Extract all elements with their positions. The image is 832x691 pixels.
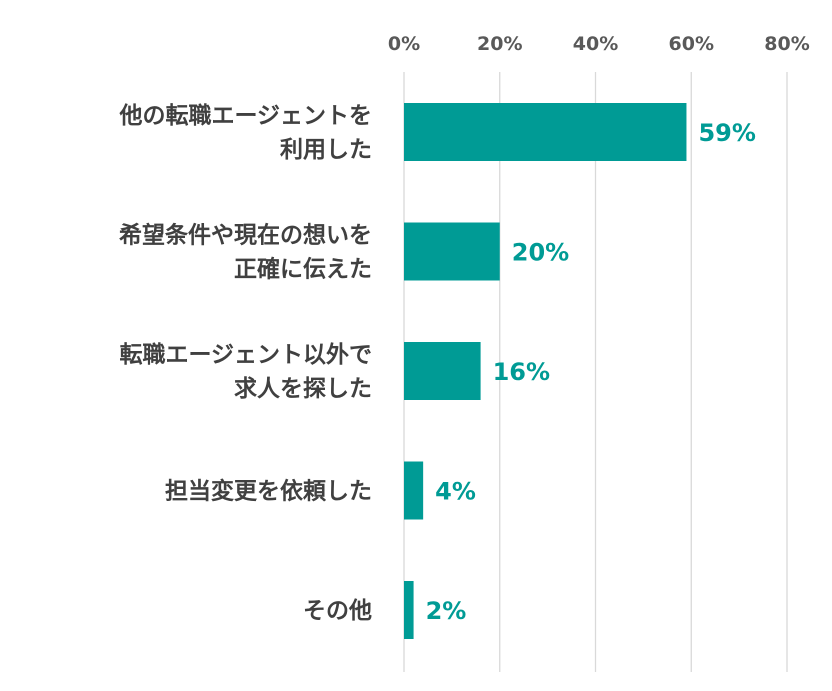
bar	[404, 103, 687, 161]
category-label: 求人を探した	[234, 376, 372, 402]
category-label: その他	[303, 598, 372, 624]
x-tick-label: 40%	[573, 33, 618, 55]
gridlines	[403, 72, 788, 672]
category-label: 転職エージェント以外で	[119, 341, 372, 368]
bar	[404, 222, 500, 281]
category-label: 正確に伝えた	[234, 256, 372, 283]
data-label: 20%	[512, 239, 569, 267]
category-label: 利用した	[280, 137, 372, 163]
bar	[404, 461, 424, 520]
x-tick-label: 60%	[669, 33, 714, 55]
x-tick-label: 20%	[477, 33, 522, 55]
category-label: 希望条件や現在の想いを	[119, 222, 372, 249]
bar	[404, 342, 481, 400]
bar	[404, 581, 414, 639]
x-axis-tick-labels: 0% 20% 40% 60% 80%	[388, 33, 810, 55]
data-label: 16%	[493, 358, 550, 386]
category-label: 他の転職エージェントを	[118, 102, 372, 129]
category-labels: 他の転職エージェントを利用した希望条件や現在の想いを正確に伝えた転職エージェント…	[118, 102, 372, 624]
x-tick-label: 80%	[764, 33, 809, 55]
data-label: 4%	[435, 478, 476, 506]
data-labels: 59% 20% 16% 4% 2%	[426, 119, 756, 625]
category-label: 担当変更を依頼した	[165, 478, 372, 505]
data-label: 59%	[698, 119, 755, 147]
bars	[404, 103, 687, 639]
x-tick-label: 0%	[388, 33, 420, 55]
data-label: 2%	[426, 597, 467, 625]
